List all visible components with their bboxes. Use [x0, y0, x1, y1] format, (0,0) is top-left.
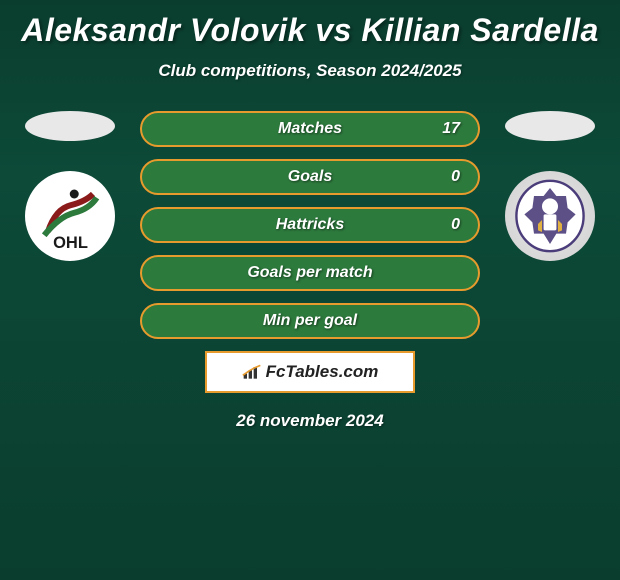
team-logo-left: OHL — [25, 171, 115, 261]
stat-row-matches: Matches 17 — [140, 111, 480, 147]
stat-label: Min per goal — [263, 312, 357, 330]
player-left-photo — [25, 111, 115, 141]
player-right-photo — [505, 111, 595, 141]
main-content: OHL Matches 17 Goals 0 Hattricks 0 Goals… — [0, 111, 620, 339]
brand-box[interactable]: FcTables.com — [205, 351, 415, 393]
stat-right-value: 0 — [451, 168, 460, 186]
stat-label: Goals per match — [247, 264, 372, 282]
player-left-column: OHL — [20, 111, 120, 261]
chart-icon — [242, 363, 262, 381]
brand-text: FcTables.com — [242, 362, 379, 382]
stat-label: Hattricks — [276, 216, 344, 234]
stat-row-hattricks: Hattricks 0 — [140, 207, 480, 243]
stat-row-goals: Goals 0 — [140, 159, 480, 195]
stat-label: Goals — [288, 168, 332, 186]
player-right-column — [500, 111, 600, 261]
stat-label: Matches — [278, 120, 342, 138]
subtitle: Club competitions, Season 2024/2025 — [0, 61, 620, 81]
anderlecht-logo-icon — [510, 176, 590, 256]
page-title: Aleksandr Volovik vs Killian Sardella — [0, 0, 620, 49]
date-text: 26 november 2024 — [0, 411, 620, 431]
ohl-logo-icon: OHL — [33, 179, 108, 254]
stat-right-value: 0 — [451, 216, 460, 234]
stat-right-value: 17 — [442, 120, 460, 138]
stat-row-min-per-goal: Min per goal — [140, 303, 480, 339]
svg-text:OHL: OHL — [53, 234, 88, 252]
stat-row-goals-per-match: Goals per match — [140, 255, 480, 291]
stats-column: Matches 17 Goals 0 Hattricks 0 Goals per… — [140, 111, 480, 339]
brand-label: FcTables.com — [266, 362, 379, 382]
team-logo-right — [505, 171, 595, 261]
